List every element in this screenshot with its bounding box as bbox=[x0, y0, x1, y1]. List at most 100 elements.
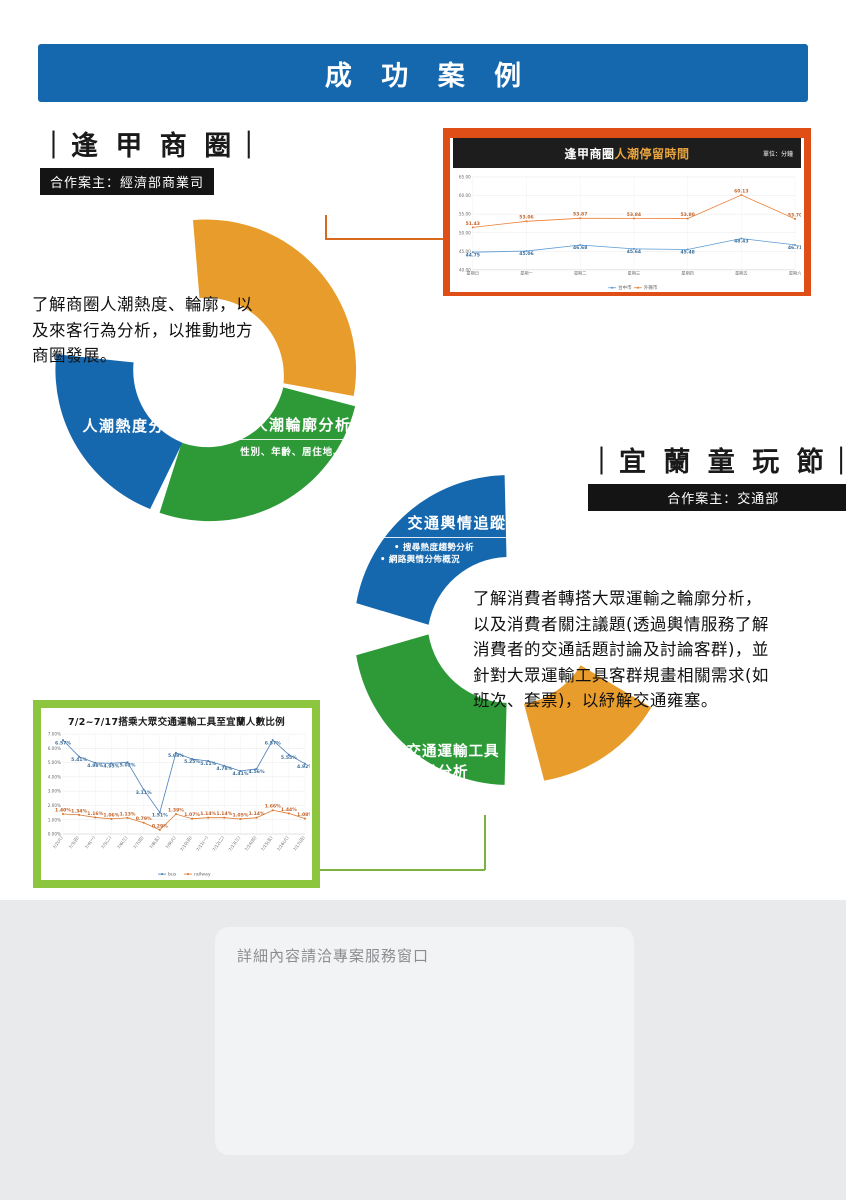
svg-text:53.87: 53.87 bbox=[573, 212, 587, 218]
case-fengjia-heading: ｜逢 甲 商 圈｜ 合作案主：經濟部商業司 bbox=[40, 132, 266, 195]
connector-green-vertical bbox=[484, 815, 486, 870]
chart-fengjia-dwell-time[interactable]: 逢甲商圈人潮停留時間 單位：分鐘 40.00 45.00 50.00 55.00 60.… bbox=[443, 128, 811, 296]
svg-text:5.41%: 5.41% bbox=[71, 757, 87, 763]
svg-text:4.98%: 4.98% bbox=[87, 763, 103, 769]
svg-text:1.44%: 1.44% bbox=[281, 807, 297, 813]
arc-segment-green-crowd-profile[interactable] bbox=[159, 387, 356, 522]
chart1-title: 逢甲商圈人潮停留時間 bbox=[564, 145, 689, 162]
contact-info-box[interactable]: 詳細內容請洽專案服務窗口 bbox=[215, 927, 634, 1155]
svg-text:4.92%: 4.92% bbox=[297, 764, 310, 770]
svg-text:7/15(五): 7/15(五) bbox=[260, 835, 274, 852]
arc-segment-orange-crowd-structure[interactable] bbox=[524, 665, 652, 781]
svg-text:2.00%: 2.00% bbox=[48, 803, 61, 808]
svg-text:46.71: 46.71 bbox=[788, 245, 801, 251]
svg-text:45.64: 45.64 bbox=[627, 249, 641, 255]
chart1-unit-note: 單位：分鐘 bbox=[762, 151, 793, 158]
svg-text:53.84: 53.84 bbox=[627, 212, 641, 218]
svg-text:1.16%: 1.16% bbox=[87, 811, 103, 817]
case-fengjia-description: 了解商圈人潮熱度、輪廓，以 及來客行為分析，以推動地方 商圈發展。 bbox=[32, 295, 253, 366]
svg-text:45.48: 45.48 bbox=[680, 250, 694, 256]
svg-text:1.14%: 1.14% bbox=[200, 811, 216, 817]
svg-text:5.68%: 5.68% bbox=[168, 753, 184, 759]
svg-text:7/17(日): 7/17(日) bbox=[292, 835, 307, 853]
svg-text:5.55%: 5.55% bbox=[281, 755, 297, 761]
svg-text:7/12(二): 7/12(二) bbox=[211, 835, 225, 852]
svg-text:45.06: 45.06 bbox=[519, 251, 533, 257]
svg-text:7/9(六): 7/9(六) bbox=[164, 834, 178, 850]
case-fengjia-title: ｜逢 甲 商 圈｜ bbox=[40, 131, 267, 162]
svg-text:51.43: 51.43 bbox=[466, 221, 480, 227]
chart1-inner: 逢甲商圈人潮停留時間 單位：分鐘 40.00 45.00 50.00 55.00 60.… bbox=[450, 138, 804, 292]
svg-text:53.06: 53.06 bbox=[519, 215, 533, 221]
chart2-inner: 7/2~7/17搭乘大眾交通運輸工具至宜蘭人數比例 0.00% 1.00% 2.00… bbox=[41, 708, 312, 880]
chart1-title-prefix: 逢甲商圈 bbox=[564, 146, 615, 161]
svg-text:53.70: 53.70 bbox=[788, 212, 801, 218]
page-header: 成 功 案 例 bbox=[38, 44, 808, 102]
svg-text:7/4(一): 7/4(一) bbox=[84, 835, 96, 850]
svg-text:7/11(一): 7/11(一) bbox=[195, 835, 209, 852]
svg-text:bus: bus bbox=[168, 872, 177, 878]
arc-segment-green-transit-usage[interactable] bbox=[356, 634, 507, 785]
svg-text:1.39%: 1.39% bbox=[168, 808, 184, 814]
svg-text:1.07%: 1.07% bbox=[184, 812, 200, 818]
svg-text:1.14%: 1.14% bbox=[249, 811, 265, 817]
svg-text:7/8(五): 7/8(五) bbox=[148, 835, 160, 850]
svg-text:星期六: 星期六 bbox=[789, 269, 801, 275]
chart2-title: 7/2~7/17搭乘大眾交通運輸工具至宜蘭人數比例 bbox=[68, 717, 285, 728]
chart1-title-highlight: 人潮停留時間 bbox=[614, 146, 690, 161]
svg-text:6.57%: 6.57% bbox=[265, 740, 281, 746]
connector-orange-horizontal bbox=[325, 238, 445, 240]
svg-text:1.08%: 1.08% bbox=[297, 812, 310, 818]
page-title: 成 功 案 例 bbox=[324, 60, 532, 92]
case-yilan-title: ｜宜 蘭 童 玩 節｜ bbox=[588, 447, 846, 478]
svg-text:1.14%: 1.14% bbox=[216, 811, 232, 817]
svg-text:5.25%: 5.25% bbox=[184, 759, 200, 765]
svg-text:46.68: 46.68 bbox=[573, 245, 587, 251]
chart-yilan-transit-share[interactable]: 7/2~7/17搭乘大眾交通運輸工具至宜蘭人數比例 0.00% 1.00% 2.00… bbox=[33, 700, 320, 888]
svg-text:7/6(三): 7/6(三) bbox=[116, 835, 128, 850]
svg-text:7/2(六): 7/2(六) bbox=[51, 834, 65, 850]
connector-green-horizontal bbox=[318, 869, 485, 871]
svg-text:4.95%: 4.95% bbox=[103, 763, 119, 769]
svg-text:7/14(四): 7/14(四) bbox=[244, 835, 258, 852]
svg-text:6.57%: 6.57% bbox=[55, 740, 71, 746]
svg-text:1.66%: 1.66% bbox=[265, 804, 281, 810]
svg-text:4.00%: 4.00% bbox=[48, 774, 61, 779]
svg-text:1.40%: 1.40% bbox=[55, 807, 71, 813]
arc-segment-blue-traffic-opinion[interactable] bbox=[356, 475, 507, 625]
svg-text:40.00: 40.00 bbox=[459, 267, 471, 272]
svg-text:6.00%: 6.00% bbox=[48, 746, 61, 751]
svg-text:1.00%: 1.00% bbox=[48, 817, 61, 822]
arc-segment-blue-crowd-heat[interactable] bbox=[55, 354, 183, 509]
svg-text:7/16(六): 7/16(六) bbox=[275, 834, 291, 852]
svg-text:65.00: 65.00 bbox=[459, 175, 471, 180]
svg-text:45.00: 45.00 bbox=[459, 249, 471, 254]
arc-segment-orange-visitor-behavior[interactable] bbox=[193, 219, 357, 396]
svg-text:1.34%: 1.34% bbox=[71, 808, 87, 814]
svg-text:7/10(日): 7/10(日) bbox=[179, 835, 194, 853]
svg-text:1.13%: 1.13% bbox=[120, 811, 136, 817]
svg-text:星期四: 星期四 bbox=[681, 269, 693, 275]
case-fengjia-badge: 合作案主：經濟部商業司 bbox=[40, 167, 215, 195]
svg-text:星期五: 星期五 bbox=[735, 269, 747, 275]
connector-orange-vertical bbox=[325, 215, 327, 239]
svg-text:4.78%: 4.78% bbox=[216, 766, 232, 772]
svg-text:0.79%: 0.79% bbox=[136, 816, 152, 822]
svg-text:星期三: 星期三 bbox=[628, 269, 640, 275]
svg-text:7/5(二): 7/5(二) bbox=[100, 835, 112, 850]
svg-text:0.29%: 0.29% bbox=[152, 823, 168, 829]
contact-info-text: 詳細內容請洽專案服務窗口 bbox=[237, 947, 430, 965]
svg-text:60.00: 60.00 bbox=[459, 193, 471, 198]
case-yilan-heading: ｜宜 蘭 童 玩 節｜ 合作案主：交通部 bbox=[588, 448, 846, 511]
svg-text:7.00%: 7.00% bbox=[48, 732, 61, 737]
svg-text:5.11%: 5.11% bbox=[200, 761, 216, 767]
svg-text:7/3(日): 7/3(日) bbox=[68, 835, 81, 850]
svg-text:7/13(三): 7/13(三) bbox=[228, 835, 242, 852]
svg-text:60.13: 60.13 bbox=[734, 188, 748, 194]
svg-text:0.00%: 0.00% bbox=[48, 832, 61, 837]
svg-text:50.00: 50.00 bbox=[459, 230, 471, 235]
svg-text:台中市: 台中市 bbox=[618, 284, 632, 291]
chart1-header: 逢甲商圈人潮停留時間 單位：分鐘 bbox=[453, 138, 801, 168]
svg-text:4.56%: 4.56% bbox=[249, 769, 265, 775]
chart2-plot: 0.00% 1.00% 2.00% 3.00% 4.00% 5.00% 6.00% 7.00%… bbox=[48, 732, 310, 878]
